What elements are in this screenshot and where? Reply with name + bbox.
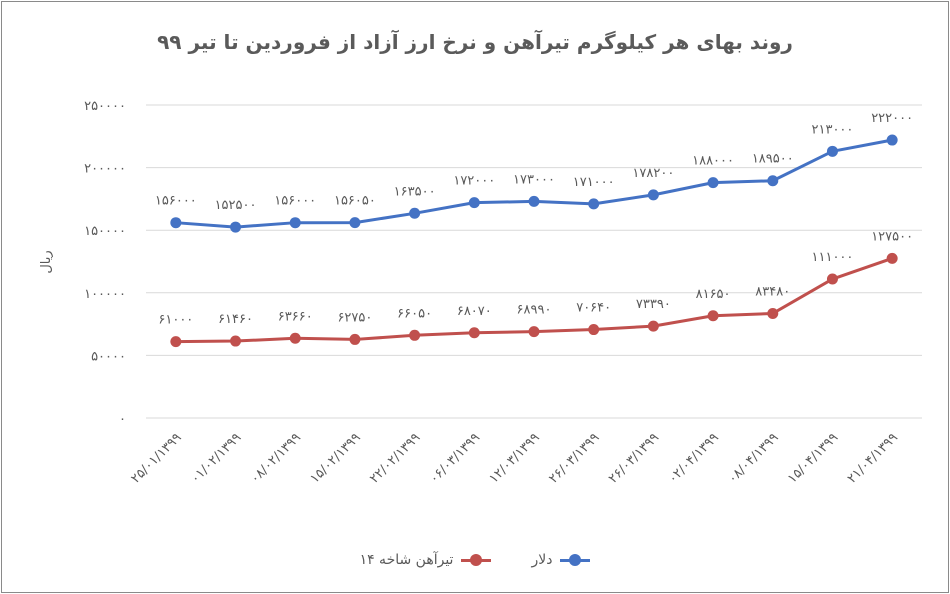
x-tick-label: ۱۵/۰۲/۱۳۹۹ — [307, 430, 363, 486]
data-point — [826, 145, 838, 157]
data-point — [349, 333, 361, 345]
data-point — [230, 335, 242, 347]
data-point — [588, 198, 600, 210]
data-label: ۲۲۲۰۰۰ — [871, 111, 913, 126]
x-tick-labels: ۲۵/۰۱/۱۳۹۹ ۰۱/۰۲/۱۳۹۹ ۰۸/۰۲/۱۳۹۹ ۱۵/۰۲/۱۳۹۹… — [128, 430, 901, 486]
data-point — [289, 332, 301, 344]
data-point — [289, 217, 301, 229]
x-tick-label: ۲۶/۰۳/۱۳۹۹ — [606, 430, 662, 486]
y-tick-label: ۰ — [119, 412, 126, 427]
data-point — [826, 273, 838, 285]
x-tick-label: ۰۸/۰۲/۱۳۹۹ — [248, 430, 304, 486]
x-tick-label: ۰۸/۰۴/۱۳۹۹ — [725, 430, 781, 486]
data-point — [647, 189, 659, 201]
grid-lines — [146, 104, 922, 419]
y-tick-label: ۲۰۰۰۰۰ — [84, 162, 126, 177]
x-tick-label: ۰۱/۰۲/۱۳۹۹ — [188, 430, 244, 486]
x-tick-label: ۲۶/۰۳/۱۳۹۹ — [546, 430, 602, 486]
y-tick-label: ۱۰۰۰۰۰ — [84, 287, 126, 302]
data-point — [767, 175, 779, 187]
data-point — [707, 177, 719, 189]
data-label: ۱۷۳۰۰۰ — [513, 172, 555, 187]
y-axis-label: ریال — [39, 250, 54, 273]
data-label: ۱۲۷۵۰۰ — [871, 229, 913, 244]
data-label: ۱۷۲۰۰۰ — [453, 174, 495, 189]
data-label: ۱۱۱۰۰۰ — [812, 250, 854, 265]
legend-label-dollar: دلار — [531, 552, 553, 568]
data-point — [528, 195, 540, 207]
data-point — [468, 327, 480, 339]
data-point — [409, 329, 421, 341]
data-label: ۷۰۶۴۰ — [576, 301, 611, 316]
x-tick-label: ۰۲/۰۴/۱۳۹۹ — [666, 430, 722, 486]
data-label: ۶۶۰۵۰ — [397, 306, 432, 321]
x-tick-label: ۲۲/۰۲/۱۳۹۹ — [367, 430, 423, 486]
legend-item-dollar: دلار — [531, 552, 591, 568]
data-label: ۱۵۶۰۰۰ — [274, 194, 316, 209]
x-tick-label: ۱۵/۰۴/۱۳۹۹ — [785, 430, 841, 486]
data-point — [468, 197, 480, 209]
data-point — [886, 252, 898, 264]
y-tick-label: ۲۵۰۰۰۰ — [84, 99, 126, 114]
data-label: ۱۷۸۲۰۰ — [632, 166, 674, 181]
data-label: ۱۷۱۰۰۰ — [573, 175, 615, 190]
data-point — [647, 320, 659, 332]
data-label: ۶۲۷۵۰ — [337, 310, 372, 325]
data-point — [170, 336, 182, 348]
y-tick-label: ۱۵۰۰۰۰ — [84, 224, 126, 239]
data-label: ۶۱۰۰۰ — [158, 313, 193, 328]
data-label: ۱۸۸۰۰۰ — [692, 154, 734, 169]
x-tick-label: ۲۵/۰۱/۱۳۹۹ — [128, 430, 184, 486]
data-label: ۸۳۴۸۰ — [755, 284, 790, 299]
y-tick-label: ۵۰۰۰۰ — [91, 349, 126, 364]
data-point — [170, 217, 182, 229]
series-lines — [170, 134, 898, 348]
data-label: ۲۱۳۰۰۰ — [812, 122, 854, 137]
data-label: ۱۵۶۰۰۰ — [155, 194, 197, 209]
data-label: ۶۸۰۷۰ — [457, 304, 492, 319]
legend-label-steel: تیرآهن شاخه ۱۴ — [359, 552, 454, 568]
data-label: ۱۵۲۵۰۰ — [215, 198, 257, 213]
data-label: ۸۱۶۵۰ — [696, 287, 731, 302]
data-point — [707, 310, 719, 322]
x-tick-label: ۲۱/۰۴/۱۳۹۹ — [845, 430, 901, 486]
data-point — [528, 326, 540, 338]
data-label: ۱۵۶۰۵۰ — [334, 194, 376, 209]
legend-item-steel: تیرآهن شاخه ۱۴ — [360, 552, 492, 568]
legend: دلار تیرآهن شاخه ۱۴ — [0, 552, 950, 568]
data-label: ۱۶۳۵۰۰ — [394, 184, 436, 199]
legend-swatch-steel — [461, 554, 492, 566]
data-point — [767, 307, 779, 319]
data-point — [230, 221, 242, 233]
chart-title: روند بهای هر کیلوگرم تیرآهن و نرخ ارز آز… — [157, 30, 793, 54]
data-point — [409, 207, 421, 219]
data-point — [886, 134, 898, 146]
data-label: ۶۱۴۶۰ — [218, 312, 253, 327]
legend-swatch-dollar — [560, 554, 591, 566]
data-labels: ۱۵۶۰۰۰ ۱۵۲۵۰۰ ۱۵۶۰۰۰ ۱۵۶۰۵۰ ۱۶۳۵۰۰ ۱۷۲۰۰۰ ۱۷۳۰… — [155, 111, 913, 328]
data-point — [588, 324, 600, 336]
data-label: ۶۳۶۶۰ — [278, 309, 313, 324]
x-tick-label: ۱۲/۰۳/۱۳۹۹ — [487, 430, 543, 486]
x-tick-label: ۰۶/۰۳/۱۳۹۹ — [427, 430, 483, 486]
data-label: ۷۳۳۹۰ — [636, 297, 671, 312]
y-tick-labels: ۰ ۵۰۰۰۰ ۱۰۰۰۰۰ ۱۵۰۰۰۰ ۲۰۰۰۰۰ ۲۵۰۰۰۰ — [84, 99, 126, 427]
data-label: ۶۸۹۹۰ — [517, 303, 552, 318]
data-label: ۱۸۹۵۰۰ — [752, 152, 794, 167]
data-point — [349, 217, 361, 229]
